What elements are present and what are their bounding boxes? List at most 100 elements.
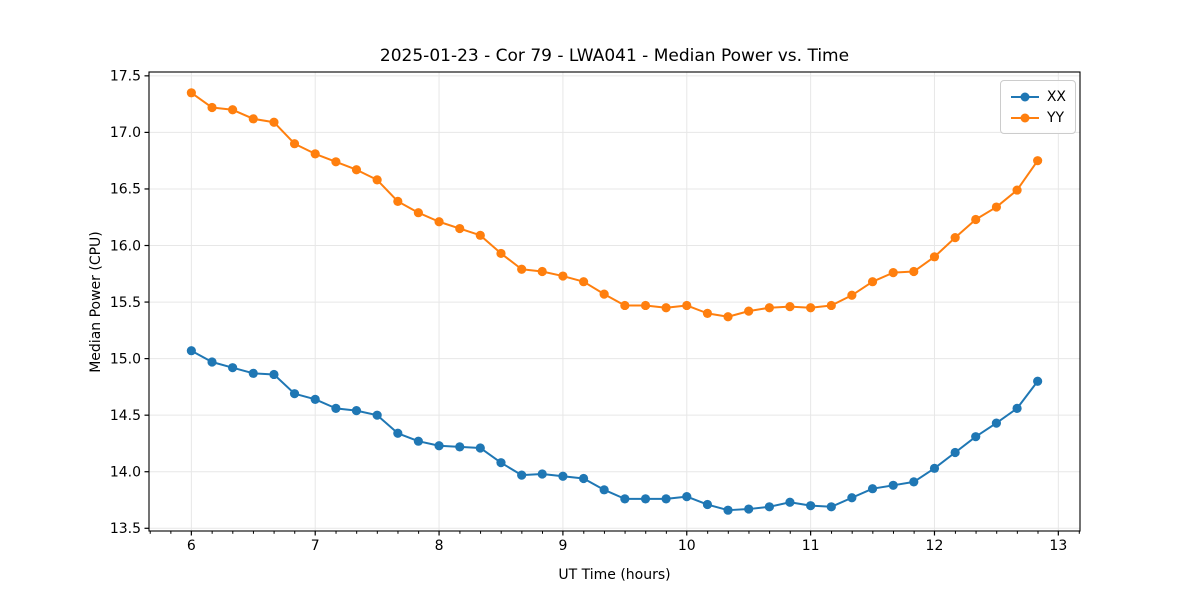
series-YY-marker: [744, 306, 754, 316]
series-YY-marker: [186, 88, 196, 98]
series-XX-marker: [620, 494, 630, 504]
series-YY-marker: [496, 248, 506, 259]
series-XX-marker: [1033, 376, 1043, 386]
x-tick-label: 11: [802, 538, 820, 554]
y-tick-label: 15.5: [110, 295, 141, 311]
series-YY-marker: [413, 208, 423, 218]
x-tick-label: 8: [435, 538, 444, 554]
axes-spines: [148, 71, 1081, 532]
series-XX-marker: [971, 432, 981, 442]
y-tick-label: 14.0: [110, 464, 141, 480]
legend-label-xx: XX: [1046, 88, 1066, 105]
series-YY-marker: [310, 149, 320, 159]
series-XX-marker: [785, 497, 795, 507]
series-YY-marker: [867, 277, 878, 287]
series-YY-marker: [723, 312, 733, 322]
series-YY-marker: [537, 266, 547, 277]
y-tick-label: 16.5: [110, 182, 141, 198]
series-XX-line: [190, 349, 1039, 512]
series-XX-marker: [599, 485, 609, 495]
legend-item-xx: XX: [1010, 86, 1066, 107]
series-XX-marker: [991, 418, 1001, 428]
series-YY-marker: [620, 300, 630, 311]
series-YY-marker: [475, 230, 485, 240]
series-YY-marker: [991, 202, 1001, 212]
x-tick-label: 12: [926, 538, 944, 554]
series-XX-marker: [723, 505, 733, 515]
series-XX-marker: [578, 473, 589, 484]
series-XX-marker: [640, 494, 651, 504]
series-XX-marker: [806, 501, 816, 511]
series-YY-marker: [909, 266, 919, 277]
series-YY-marker: [228, 105, 238, 115]
series-XX-marker: [351, 406, 362, 416]
series-YY-marker: [950, 232, 960, 243]
series-YY-marker: [661, 303, 671, 313]
series-YY-marker: [640, 300, 651, 311]
series-XX-marker: [455, 442, 465, 452]
series-XX-marker: [248, 368, 258, 378]
y-tick-label: 16.0: [110, 238, 141, 254]
series-YY-marker: [929, 252, 940, 262]
y-tick-label: 17.0: [110, 125, 141, 141]
series-YY-marker: [702, 308, 713, 318]
series-XX-marker: [702, 499, 713, 510]
series-YY-marker: [455, 223, 465, 234]
series-YY-marker: [558, 271, 568, 281]
series-XX-marker: [413, 436, 423, 446]
series-YY-marker: [1033, 156, 1043, 166]
legend-label-yy: YY: [1047, 109, 1065, 126]
x-tick-label: 13: [1049, 538, 1067, 554]
series-YY-marker: [888, 268, 898, 278]
series-XX-marker: [289, 389, 300, 399]
series-XX-marker: [372, 410, 382, 420]
series-XX-marker: [929, 463, 940, 473]
series-XX-marker: [186, 346, 196, 356]
y-tick-label: 14.5: [110, 408, 141, 424]
y-tick-label: 17.5: [110, 69, 141, 85]
legend: XX YY: [1000, 80, 1076, 134]
series-XX-marker: [682, 492, 692, 502]
x-axis-label: UT Time (hours): [558, 567, 671, 583]
series-YY-marker: [248, 114, 258, 124]
series-XX-marker: [744, 504, 754, 514]
series-XX-marker: [496, 458, 506, 468]
legend-swatch-line-marker-icon: [1011, 113, 1039, 122]
series-XX-marker: [888, 480, 898, 490]
series-XX-marker: [517, 470, 527, 480]
series-XX-marker: [558, 471, 568, 481]
series-YY-marker: [599, 289, 609, 299]
series-YY-marker: [331, 157, 341, 167]
series-XX-marker: [826, 502, 836, 512]
x-tick-label: 6: [187, 538, 196, 554]
series-YY-marker: [289, 139, 300, 149]
series-YY-marker: [1012, 185, 1022, 195]
series-XX-marker: [331, 403, 341, 413]
series-XX-marker: [847, 493, 857, 503]
series-YY-marker: [578, 277, 589, 287]
chart-title: 2025-01-23 - Cor 79 - LWA041 - Median Po…: [379, 46, 850, 66]
series-XX-marker: [867, 484, 878, 494]
series-XX-marker: [950, 447, 960, 458]
series-YY-marker: [269, 117, 279, 127]
series-YY-marker: [517, 264, 527, 274]
series-XX-marker: [537, 469, 547, 479]
series-XX-marker: [661, 494, 671, 504]
series-YY-marker: [372, 175, 382, 185]
series-YY-marker: [393, 196, 403, 206]
series-XX-marker: [393, 428, 403, 438]
series-YY-line: [190, 91, 1039, 318]
series-XX-marker: [310, 394, 320, 404]
x-tick-label: 7: [311, 538, 320, 554]
x-tick-label: 10: [678, 538, 696, 554]
series-YY-marker: [682, 300, 692, 311]
series-XX-marker: [228, 363, 238, 373]
series-YY-marker: [207, 102, 217, 113]
series-XX-marker: [434, 441, 444, 451]
series-YY-marker: [826, 300, 836, 311]
y-tick-label: 15.0: [110, 351, 141, 367]
series-YY-marker: [764, 303, 774, 313]
y-axis-label: Median Power (CPU): [88, 231, 104, 373]
